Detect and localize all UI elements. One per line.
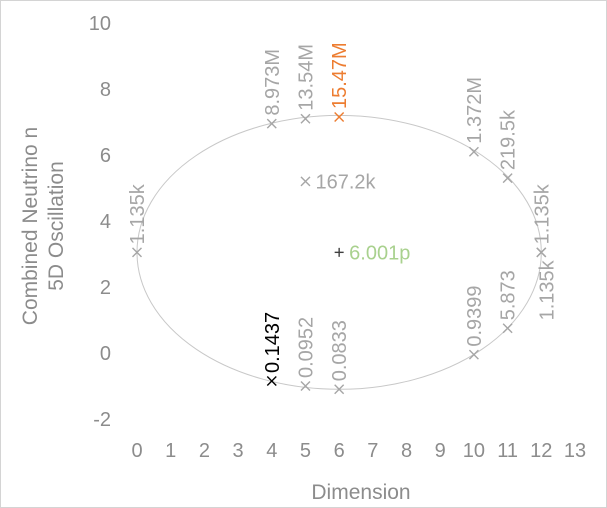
data-label: 0.1437 <box>262 312 284 373</box>
data-label: 1.135k <box>531 183 553 244</box>
y-tick-label: 10 <box>89 13 111 35</box>
data-point-marker <box>132 247 142 258</box>
x-tick-label: 1 <box>165 440 176 462</box>
x-tick-label: 13 <box>564 440 586 462</box>
data-point-marker <box>536 247 547 258</box>
x-tick-label: 10 <box>463 440 485 462</box>
data-labels: 8.973M 13.54M 15.47M 1.372M 219.5k 1.135k 167.… <box>127 42 558 381</box>
data-label: 1.135k <box>127 183 149 244</box>
x-tick-label: 12 <box>530 440 552 462</box>
data-label: 219.5k <box>498 109 520 170</box>
data-label: 15.47M <box>329 42 351 109</box>
x-axis-ticks: 0 1 2 3 4 5 6 7 8 9 10 11 12 13 <box>131 440 586 462</box>
data-point-marker <box>468 146 479 157</box>
data-label: 5.873 <box>498 270 520 320</box>
y-tick-label: 0 <box>100 343 111 365</box>
data-label: 0.9399 <box>464 285 486 346</box>
data-points <box>132 112 547 395</box>
data-label: 1.372M <box>464 77 486 144</box>
x-tick-label: 8 <box>401 440 412 462</box>
data-point-marker <box>334 112 345 123</box>
data-point-marker <box>300 381 311 391</box>
x-axis-title: Dimension <box>311 481 410 504</box>
data-point-marker <box>300 113 311 124</box>
data-label: 13.54M <box>295 44 317 111</box>
y-tick-label: 8 <box>100 79 111 101</box>
data-point-marker <box>502 173 513 184</box>
x-tick-label: 7 <box>367 440 378 462</box>
x-tick-label: 2 <box>199 440 210 462</box>
data-point-marker <box>468 349 479 360</box>
y-axis-ticks: 10 8 6 4 2 0 -2 <box>89 13 111 431</box>
data-point-marker <box>334 384 345 395</box>
x-tick-label: 0 <box>131 440 142 462</box>
data-point-marker <box>266 376 277 387</box>
data-point-marker <box>502 323 513 334</box>
y-tick-label: -2 <box>93 409 111 431</box>
y-axis-title-line-1: Combined Neutrino n <box>19 127 42 325</box>
data-point-marker <box>300 176 311 187</box>
data-label: 8.973M <box>262 49 284 116</box>
x-tick-label: 6 <box>334 440 345 462</box>
y-tick-label: 6 <box>100 145 111 167</box>
data-label: 1.135k <box>536 259 558 320</box>
data-label: 6.001p <box>349 242 410 264</box>
data-point-marker <box>266 118 277 129</box>
y-axis-title-line-2: 5D Oscillation <box>45 161 68 291</box>
x-tick-label: 5 <box>300 440 311 462</box>
y-tick-label: 4 <box>100 211 111 233</box>
x-tick-label: 3 <box>233 440 244 462</box>
y-tick-label: 2 <box>100 277 111 299</box>
x-tick-label: 9 <box>435 440 446 462</box>
x-tick-label: 11 <box>497 440 518 462</box>
data-label: 0.0952 <box>295 317 317 378</box>
data-label: 167.2k <box>315 171 376 193</box>
x-tick-label: 4 <box>266 440 277 462</box>
data-point-marker <box>334 247 344 257</box>
data-label: 0.0833 <box>329 320 351 381</box>
